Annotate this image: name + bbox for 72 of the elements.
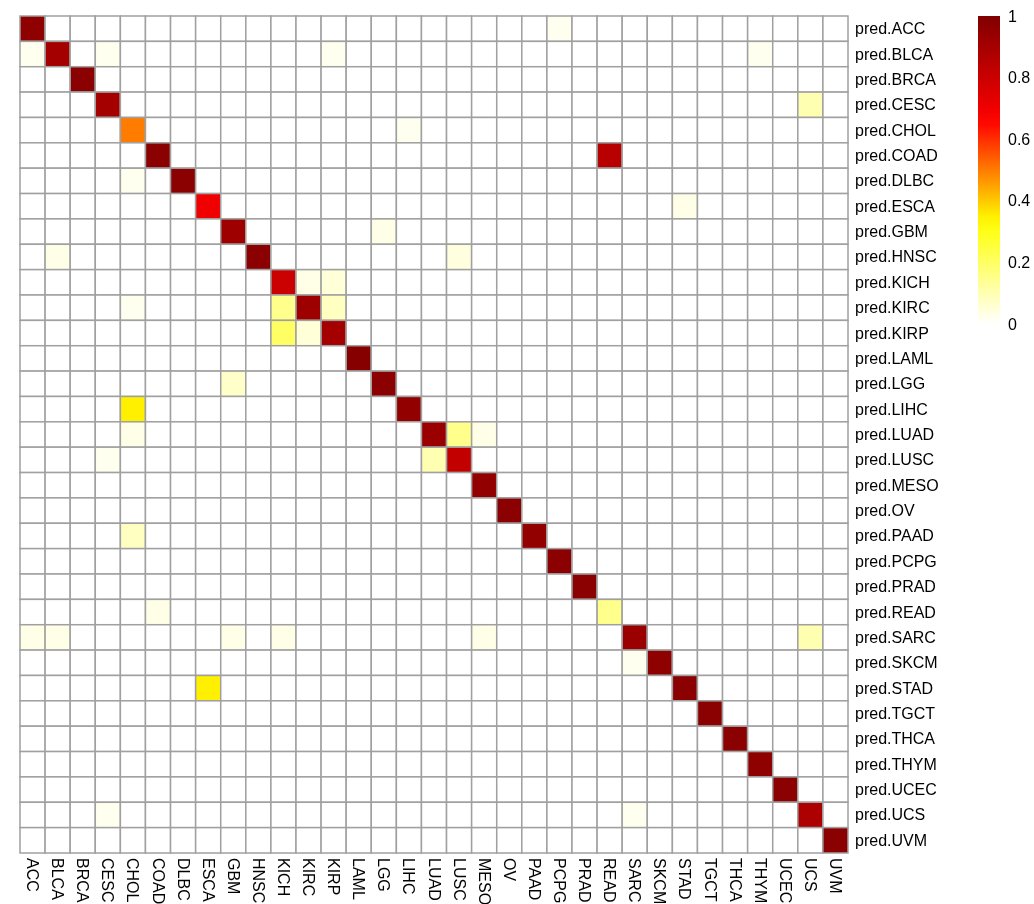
x-tick-label: STAD [676, 858, 694, 900]
y-tick-label: pred.LAML [855, 349, 934, 367]
x-tick-label: THCA [726, 858, 744, 902]
y-tick-label: pred.PAAD [855, 527, 934, 545]
y-tick-label: pred.HNSC [855, 248, 937, 266]
x-tick-label: KIRP [325, 858, 343, 896]
x-tick-label: TGCT [701, 858, 719, 902]
color-bar-label: 0.2 [1008, 253, 1031, 271]
x-tick-label: BRCA [74, 858, 92, 903]
y-tick-label: pred.GBM [855, 223, 928, 241]
y-tick-label: pred.PRAD [855, 578, 936, 596]
y-tick-label: pred.KICH [855, 273, 930, 291]
x-tick-label: READ [601, 858, 619, 903]
y-tick-label: pred.BLCA [855, 45, 934, 63]
y-tick-label: pred.LUAD [855, 426, 935, 443]
y-tick-label: pred.SARC [855, 628, 936, 646]
x-tick-label: ESCA [199, 858, 217, 902]
x-tick-label: CESC [99, 858, 117, 903]
y-tick-label: pred.KIRP [855, 324, 929, 342]
y-tick-label: pred.UCS [855, 806, 926, 824]
x-tick-label: LUSC [450, 858, 468, 901]
y-tick-label: pred.STAD [855, 679, 933, 697]
x-tick-label: PRAD [576, 858, 594, 903]
color-bar-label: 0.4 [1008, 192, 1031, 210]
x-tick-label: COAD [149, 858, 167, 904]
x-tick-label: SKCM [651, 858, 669, 904]
y-tick-label: pred.THYM [855, 755, 937, 773]
x-tick-label: DLBC [174, 858, 192, 901]
y-tick-label: pred.THCA [855, 730, 936, 748]
y-tick-label: pred.LIHC [855, 400, 928, 418]
x-tick-label: UVM [826, 858, 844, 894]
y-tick-label: pred.ESCA [855, 197, 936, 215]
y-tick-label: pred.SKCM [855, 654, 938, 672]
x-tick-label: HNSC [249, 858, 267, 904]
x-tick-label: UCS [801, 858, 819, 892]
color-bar-label: 0 [1008, 315, 1017, 333]
x-tick-label: THYM [751, 858, 769, 904]
y-tick-label: pred.MESO [855, 476, 939, 494]
x-tick-label: PAAD [525, 858, 543, 901]
x-tick-label: LIHC [400, 858, 418, 895]
y-tick-label: pred.CHOL [855, 121, 937, 139]
y-tick-label: pred.TGCT [855, 705, 936, 722]
y-tick-label: pred.KIRC [855, 299, 930, 317]
y-tick-label: pred.LGG [855, 375, 926, 393]
x-tick-label: KIRC [300, 858, 318, 897]
x-tick-label: LGG [375, 858, 393, 892]
y-tick-label: pred.OV [855, 502, 915, 520]
color-bar-label: 0.6 [1008, 130, 1031, 148]
y-tick-label: pred.DLBC [855, 172, 935, 190]
x-tick-label: SARC [626, 858, 644, 903]
x-tick-label: ACC [24, 858, 42, 892]
x-tick-label: UCEC [776, 858, 794, 904]
y-tick-label: pred.UCEC [855, 781, 937, 799]
x-tick-label: CHOL [124, 858, 142, 903]
x-tick-label: OV [500, 858, 518, 882]
color-bar-label: 0.8 [1008, 69, 1031, 87]
y-tick-label: pred.COAD [855, 147, 938, 164]
x-tick-label: LUAD [425, 858, 443, 901]
y-tick-label: pred.CESC [855, 96, 936, 114]
x-tick-label: BLCA [49, 858, 67, 901]
y-tick-label: pred.READ [855, 603, 936, 621]
y-tick-label: pred.PCPG [855, 552, 937, 570]
x-tick-label: MESO [475, 858, 493, 904]
y-tick-label: pred.BRCA [855, 70, 937, 88]
color-bar-label: 1 [1008, 7, 1017, 25]
x-tick-label: GBM [224, 858, 242, 895]
y-tick-label: pred.UVM [855, 831, 928, 849]
x-tick-label: PCPG [550, 858, 568, 904]
x-tick-label: KICH [274, 858, 292, 897]
x-tick-label: LAML [350, 858, 368, 900]
y-tick-label: pred.ACC [855, 20, 926, 38]
y-tick-label: pred.LUSC [855, 451, 935, 469]
